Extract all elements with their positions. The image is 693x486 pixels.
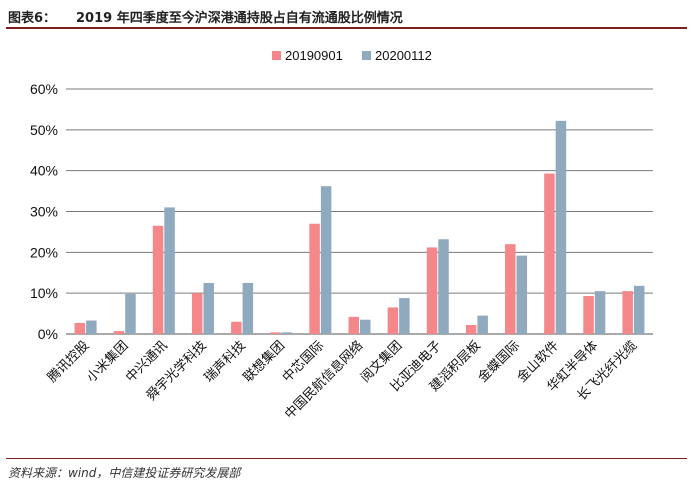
- bar-20200112-9: [438, 239, 449, 334]
- y-tick-label: 50%: [30, 122, 58, 138]
- figure-label: 图表6：: [8, 11, 57, 26]
- bar-20190901-13: [583, 296, 594, 334]
- y-tick-label: 60%: [30, 81, 58, 97]
- x-tick-label: 联想集团: [240, 338, 288, 386]
- bar-20190901-9: [426, 247, 438, 334]
- legend-swatch: [272, 51, 281, 60]
- bar-20200112-3: [203, 282, 214, 334]
- x-axis-labels: 腾讯控股小米集团中兴通讯舜宇光学科技瑞声科技联想集团中芯国际中国民航信息网络阅文…: [44, 338, 640, 423]
- bar-20200112-5: [281, 332, 293, 334]
- legend-label: 20200112: [375, 48, 432, 63]
- y-tick-label: 10%: [30, 285, 58, 301]
- bar-20190901-0: [74, 322, 86, 334]
- bar-20190901-12: [544, 173, 555, 334]
- bar-20200112-6: [320, 186, 332, 334]
- legend-swatch: [362, 51, 371, 60]
- bar-20200112-10: [477, 315, 488, 334]
- y-tick-label: 20%: [30, 244, 58, 260]
- bar-20190901-3: [191, 293, 203, 334]
- x-tick-label: 腾讯控股: [44, 338, 92, 386]
- source-note: 资料来源：wind，中信建投证券研究发展部: [8, 466, 241, 480]
- bar-20190901-4: [231, 321, 242, 334]
- bar-chart: 0% 10% 20% 30% 40% 50% 60% 腾讯控股小米集团中兴通讯舜宇光学科技瑞…: [30, 48, 653, 423]
- bar-20190901-1: [113, 331, 125, 334]
- y-tick-label: 40%: [30, 163, 58, 179]
- y-axis-ticks: 0% 10% 20% 30% 40% 50% 60%: [30, 81, 58, 342]
- gridlines: [66, 88, 653, 335]
- bar-20190901-2: [152, 225, 164, 334]
- bar-20200112-7: [360, 319, 371, 334]
- bar-20200112-11: [516, 255, 528, 334]
- bar-20200112-14: [633, 285, 645, 334]
- header-rule: [6, 27, 687, 29]
- figure-title: 2019 年四季度至今沪深港通持股占自有流通股比例情况: [76, 11, 403, 26]
- bar-20190901-11: [505, 244, 516, 334]
- bar-20200112-2: [164, 207, 175, 334]
- footer-rule: [6, 458, 687, 459]
- x-tick-label: 瑞声科技: [202, 338, 249, 385]
- legend-label: 20190901: [285, 48, 343, 63]
- bar-20190901-7: [348, 316, 359, 334]
- bar-20200112-1: [125, 293, 136, 334]
- bars: [74, 120, 645, 334]
- y-tick-label: 30%: [30, 204, 58, 220]
- bar-20200112-13: [594, 291, 606, 334]
- bar-20200112-12: [555, 120, 567, 334]
- bar-20190901-6: [309, 223, 320, 334]
- x-tick-label: 小米集团: [83, 338, 131, 386]
- bar-20190901-10: [465, 325, 477, 334]
- figure-header: 图表6： 2019 年四季度至今沪深港通持股占自有流通股比例情况: [6, 4, 686, 28]
- x-tick-label: 金蝶国际: [475, 338, 523, 386]
- bar-20190901-5: [270, 332, 281, 334]
- bar-20200112-0: [86, 320, 97, 334]
- bar-20200112-4: [242, 282, 254, 334]
- legend: 20190901 20200112: [272, 48, 432, 63]
- bar-20190901-14: [622, 291, 633, 334]
- bar-20200112-8: [399, 298, 410, 334]
- y-tick-label: 0%: [38, 326, 58, 342]
- bar-20190901-8: [387, 307, 399, 334]
